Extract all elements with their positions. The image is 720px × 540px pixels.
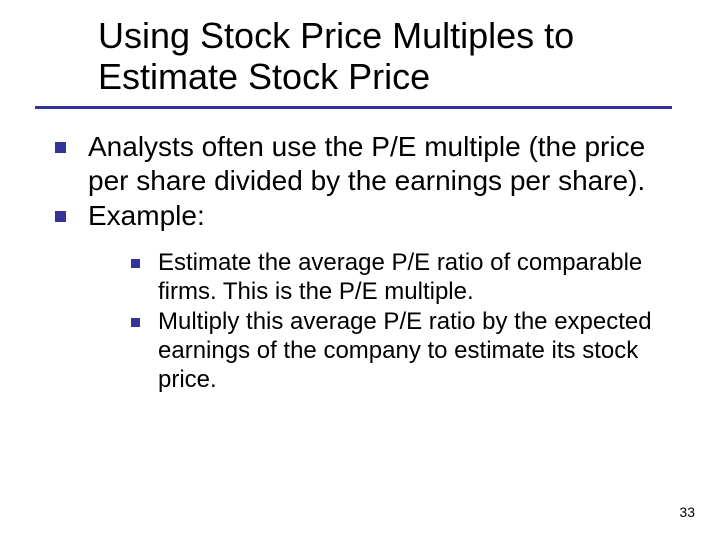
list-item: Analysts often use the P/E multiple (the… [55,130,675,197]
square-bullet-icon [131,318,140,327]
list-item: Estimate the average P/E ratio of compar… [131,249,675,307]
title-underline [35,106,672,109]
page-number: 33 [679,504,695,520]
bullet-text: Analysts often use the P/E multiple (the… [88,130,675,197]
list-item: Example: [55,199,675,233]
bullet-text: Example: [88,199,675,233]
sublist: Estimate the average P/E ratio of compar… [131,249,675,395]
square-bullet-icon [131,259,140,268]
square-bullet-icon [55,211,66,222]
slide-body: Analysts often use the P/E multiple (the… [55,130,675,397]
slide-title: Using Stock Price Multiples to Estimate … [98,15,673,98]
square-bullet-icon [55,142,66,153]
list-item: Multiply this average P/E ratio by the e… [131,308,675,394]
slide: Using Stock Price Multiples to Estimate … [0,0,720,540]
bullet-text: Multiply this average P/E ratio by the e… [158,308,675,394]
bullet-text: Estimate the average P/E ratio of compar… [158,249,675,307]
